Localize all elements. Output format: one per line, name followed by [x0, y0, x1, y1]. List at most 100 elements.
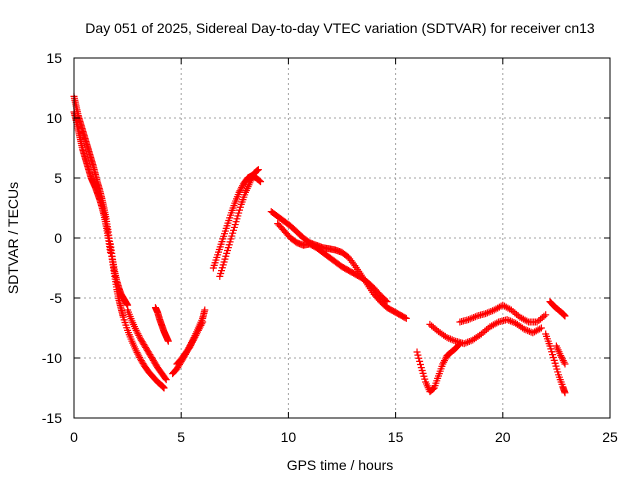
- grid: [74, 58, 610, 418]
- series-arc-10: [267, 208, 410, 322]
- data-point: [465, 337, 473, 345]
- data-point: [470, 313, 478, 321]
- y-tick-label: -15: [42, 410, 62, 426]
- data-point: [440, 358, 448, 366]
- data-point: [428, 385, 436, 393]
- data-point: [429, 385, 437, 393]
- data-point: [439, 360, 447, 368]
- x-tick-label: 15: [388, 429, 404, 445]
- data-point: [136, 333, 144, 341]
- data-point: [460, 340, 468, 348]
- chart-title: Day 051 of 2025, Sidereal Day-to-day VTE…: [85, 20, 595, 36]
- data-point: [196, 323, 204, 331]
- data-point: [489, 307, 497, 315]
- data-point: [199, 318, 207, 326]
- x-ticks: 0 5 10 15 20 25: [70, 58, 618, 445]
- data-point: [508, 318, 516, 326]
- data-point: [415, 354, 423, 362]
- data-point: [132, 326, 140, 334]
- data-point: [558, 355, 566, 363]
- data-point: [561, 312, 569, 320]
- data-point: [162, 376, 170, 384]
- series-arc-5: [151, 304, 172, 345]
- data-point: [416, 360, 424, 368]
- x-tick-label: 10: [281, 429, 297, 445]
- data-point: [464, 338, 472, 346]
- y-tick-label: -5: [50, 290, 63, 306]
- data-point: [194, 326, 202, 334]
- data-point: [466, 315, 474, 323]
- data-point: [133, 328, 141, 336]
- data-point: [445, 334, 453, 342]
- data-point: [193, 330, 201, 338]
- data-point: [254, 166, 262, 174]
- data-point: [450, 336, 458, 344]
- data-point: [464, 316, 472, 324]
- data-point: [537, 324, 545, 332]
- data-point: [186, 343, 194, 351]
- y-tick-label: 5: [54, 170, 62, 186]
- data-point: [190, 335, 198, 343]
- data-point: [413, 348, 421, 356]
- data-point: [132, 347, 140, 355]
- data-point: [507, 317, 515, 325]
- data-point: [482, 310, 490, 318]
- data-point: [416, 357, 424, 365]
- data-point: [524, 327, 532, 335]
- data-point: [191, 333, 199, 341]
- series-arc-13: [426, 316, 545, 348]
- y-tick-label: 15: [46, 50, 62, 66]
- data-point: [483, 309, 491, 317]
- series-arc-9: [216, 166, 262, 280]
- data-point: [201, 306, 209, 314]
- data-point: [198, 320, 206, 328]
- y-tick-label: -10: [42, 350, 62, 366]
- data-point: [522, 326, 530, 334]
- series-arc-14: [456, 301, 550, 326]
- x-tick-label: 20: [495, 429, 511, 445]
- data-point: [382, 296, 390, 304]
- data-point: [401, 314, 409, 322]
- data-point: [448, 336, 456, 344]
- data-point: [193, 328, 201, 336]
- data-point: [440, 357, 448, 365]
- data-point: [135, 352, 143, 360]
- data-point: [561, 389, 569, 397]
- data-point: [255, 176, 263, 184]
- data-point: [462, 339, 470, 347]
- data-point: [446, 335, 454, 343]
- data-point: [540, 312, 548, 320]
- data-point: [238, 183, 246, 191]
- data-point: [254, 166, 262, 174]
- data-point: [253, 167, 261, 175]
- data-point: [160, 384, 168, 392]
- data-point: [559, 357, 567, 365]
- data-point: [235, 188, 243, 196]
- y-tick-label: 0: [54, 230, 62, 246]
- data-point: [187, 340, 195, 348]
- data-point: [557, 352, 565, 360]
- series-arc-4: [124, 306, 170, 384]
- data-point: [383, 298, 391, 306]
- data-point: [468, 314, 476, 322]
- data-point: [256, 177, 264, 185]
- data-point: [135, 331, 143, 339]
- data-point: [350, 260, 358, 268]
- data-point: [523, 317, 531, 325]
- data-point: [237, 185, 245, 193]
- data-point: [188, 338, 196, 346]
- data-point: [536, 325, 544, 333]
- data-point: [471, 313, 479, 321]
- data-point: [195, 325, 203, 333]
- x-tick-label: 25: [602, 429, 618, 445]
- data-point: [443, 334, 451, 342]
- data-point: [192, 331, 200, 339]
- data-point: [161, 374, 169, 382]
- data-point: [503, 316, 511, 324]
- data-point: [558, 353, 566, 361]
- series-arc-11: [274, 220, 391, 306]
- data-point: [164, 337, 172, 345]
- data-point: [493, 319, 501, 327]
- series-arc-17: [552, 342, 569, 368]
